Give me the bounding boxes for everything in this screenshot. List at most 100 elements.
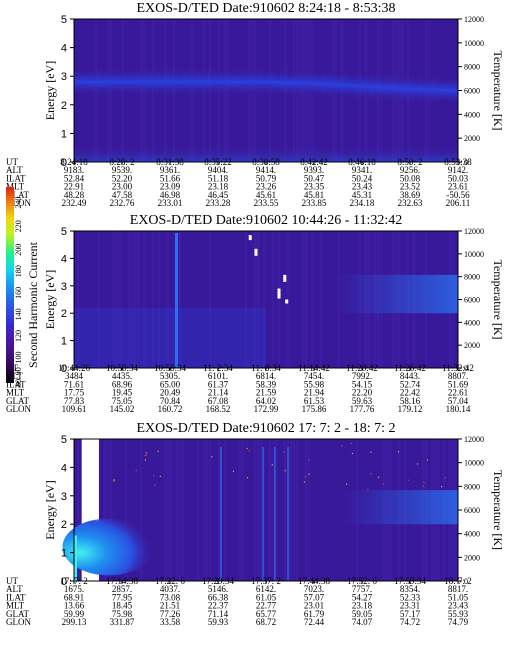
spectrogram-column [113, 439, 115, 581]
orbit-table-cell: 206.11 [446, 198, 470, 208]
plasma-band [312, 69, 315, 97]
plasma-band [254, 68, 257, 96]
orbit-table-cell: 51.18 [208, 173, 229, 183]
plasma-band [298, 69, 301, 97]
orbit-table-cell: 67.08 [208, 396, 229, 406]
spectrogram-column [257, 231, 259, 368]
noise-dot [157, 450, 159, 452]
plasma-band [86, 67, 89, 96]
spectrogram-column [341, 439, 343, 581]
spectrogram-column [194, 231, 196, 368]
plasma-band [434, 74, 437, 106]
spectrogram-column [167, 231, 169, 368]
spectrogram-column [134, 231, 136, 368]
plasma-band [246, 67, 249, 97]
plasma-band [196, 67, 199, 97]
plasma-band [450, 76, 453, 104]
spectrogram-column [278, 439, 280, 581]
orbit-table-cell: 52.74 [400, 379, 421, 389]
orbit-row-label: GLON [6, 198, 31, 208]
noise-dot [367, 488, 369, 491]
spectrogram-column [173, 439, 175, 581]
orbit-table-cell: 22.91 [64, 182, 84, 192]
plasma-band [158, 66, 161, 98]
plasma-band [412, 73, 415, 105]
vertical-streak [74, 535, 77, 581]
plasma-band [186, 67, 189, 97]
noise-dot [308, 459, 310, 461]
panel-3: EXOS-D/TED Date:910602 17: 7: 2 - 18: 7:… [6, 421, 505, 627]
plasma-band [444, 76, 447, 104]
spectrogram-column [233, 231, 235, 368]
plasma-band [138, 67, 141, 97]
saturation-mark [285, 299, 289, 304]
plasma-band [260, 67, 263, 97]
plasma-band [214, 67, 217, 97]
orbit-table-cell: 59.99 [64, 609, 85, 619]
orbit-table-cell: 9539. [112, 165, 132, 175]
spectrogram-column [254, 439, 256, 581]
plasma-band [280, 67, 283, 98]
noise-dot [350, 442, 353, 445]
orbit-table-cell: 21.59 [256, 388, 277, 398]
plasma-band [84, 68, 87, 96]
y-tick-label: 4 [61, 462, 67, 474]
orbit-table-cell: 8:42:42 [300, 157, 328, 167]
spectrogram-column [191, 231, 193, 368]
spectrogram-column [254, 231, 256, 368]
spectrogram-column [227, 439, 229, 581]
noise-dot [416, 463, 419, 465]
spectrogram-column [224, 439, 226, 581]
plasma-band [342, 70, 345, 100]
plasma-band [210, 67, 213, 97]
plasma-band [370, 71, 373, 103]
plasma-band [392, 73, 395, 103]
spectrogram-column [248, 231, 250, 368]
plasma-band [374, 73, 377, 101]
spectrogram-column [305, 231, 307, 368]
orbit-row-label: MLT [6, 182, 25, 192]
spectrogram-column [302, 439, 304, 581]
orbit-table-cell: 7992. [352, 371, 372, 381]
y2-tick-label: 6000 [464, 506, 480, 515]
plasma-band [178, 67, 181, 97]
orbit-table-cell: 33.58 [160, 617, 181, 627]
noise-dot [246, 477, 249, 479]
plasma-band [182, 66, 185, 98]
orbit-table-cell: 7757. [352, 584, 372, 594]
plasma-band [94, 69, 97, 95]
orbit-row-label: GLAT [6, 190, 29, 200]
spectrogram-column [110, 439, 112, 581]
spectrogram-column [236, 231, 238, 368]
y2-tick-label: 12000 [464, 227, 484, 236]
orbit-table-cell: 233.28 [206, 198, 231, 208]
plasma-band [356, 71, 359, 101]
plasma-band [174, 67, 177, 97]
orbit-table-cell: 74.07 [352, 617, 373, 627]
y-tick-label: 2 [61, 308, 67, 320]
plasma-band [390, 73, 393, 103]
spectrogram-column [140, 231, 142, 368]
orbit-table-cell: 23.52 [400, 182, 420, 192]
spectrogram-column [263, 231, 265, 368]
colorbar-tick-label: 220 [14, 220, 23, 232]
plasma-band [396, 74, 399, 103]
orbit-table-cell: 47.58 [112, 190, 133, 200]
plasma-band [430, 75, 433, 104]
y2-tick-label: 4000 [464, 530, 480, 539]
plasma-band [248, 67, 251, 96]
spectrogram-column [230, 231, 232, 368]
noise-dot [144, 454, 146, 456]
spectrogram-column [284, 231, 286, 368]
plasma-band [300, 67, 303, 98]
y2-tick-label: 2000 [464, 553, 480, 562]
orbit-table-cell: 4435. [112, 371, 132, 381]
plasma-band [442, 75, 445, 105]
spectrogram-column [137, 231, 139, 368]
panel-2: EXOS-D/TED Date:910602 10:44:26 - 11:32:… [6, 213, 505, 414]
orbit-table-cell: 20.49 [160, 388, 181, 398]
orbit-table-cell: 9142. [448, 165, 468, 175]
orbit-table-cell: 48.28 [64, 190, 85, 200]
plasma-band [114, 68, 117, 96]
orbit-table-cell: 11:14:42 [298, 363, 330, 373]
